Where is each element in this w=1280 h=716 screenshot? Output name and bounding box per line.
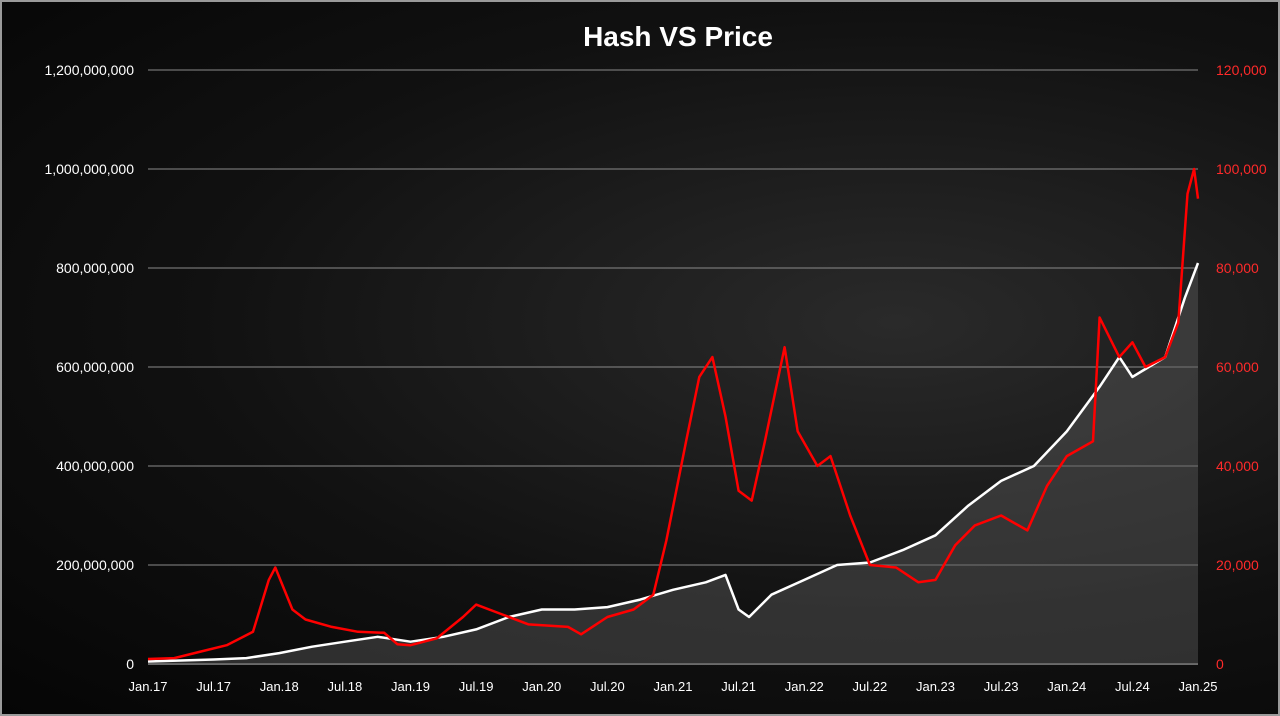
x-tick-label: Jan.24 [1047, 679, 1086, 694]
x-tick-label: Jan.17 [128, 679, 167, 694]
x-tick-label: Jul.19 [459, 679, 494, 694]
left-tick-label: 800,000,000 [56, 260, 134, 276]
hash-area-fill [148, 263, 1198, 664]
hash-area [148, 263, 1198, 664]
x-tick-label: Jul.21 [721, 679, 756, 694]
x-tick-label: Jan.25 [1178, 679, 1217, 694]
x-tick-label: Jul.23 [984, 679, 1019, 694]
right-tick-label: 60,000 [1216, 359, 1259, 375]
x-tick-label: Jul.17 [196, 679, 231, 694]
x-axis-ticks: Jan.17 Jul.17 Jan.18 Jul.18 Jan.19 Jul.19 Jan.… [128, 679, 1217, 694]
x-tick-label: Jan.20 [522, 679, 561, 694]
x-tick-label: Jul.22 [853, 679, 888, 694]
right-tick-label: 40,000 [1216, 458, 1259, 474]
x-tick-label: Jan.19 [391, 679, 430, 694]
left-tick-label: 200,000,000 [56, 557, 134, 573]
hash-series-line [147, 262, 1200, 663]
left-tick-label: 400,000,000 [56, 458, 134, 474]
series-lines [147, 167, 1200, 663]
right-tick-label: 100,000 [1216, 161, 1267, 177]
x-tick-label: Jul.18 [328, 679, 363, 694]
left-tick-label: 0 [126, 656, 134, 672]
left-tick-label: 600,000,000 [56, 359, 134, 375]
right-axis-ticks: 0 20,000 40,000 60,000 80,000 100,000 120,000 [1216, 62, 1267, 672]
right-tick-label: 0 [1216, 656, 1224, 672]
chart-title: Hash VS Price [583, 21, 773, 52]
left-axis-ticks: 0 200,000,000 400,000,000 600,000,000 800,00… [44, 62, 134, 672]
x-tick-label: Jan.21 [653, 679, 692, 694]
x-tick-label: Jan.22 [785, 679, 824, 694]
x-tick-label: Jul.20 [590, 679, 625, 694]
gridlines [148, 69, 1198, 665]
right-tick-label: 20,000 [1216, 557, 1259, 573]
left-tick-label: 1,200,000,000 [44, 62, 134, 78]
left-tick-label: 1,000,000,000 [44, 161, 134, 177]
x-tick-label: Jan.18 [260, 679, 299, 694]
right-tick-label: 120,000 [1216, 62, 1267, 78]
x-tick-label: Jul.24 [1115, 679, 1150, 694]
price-series-line [147, 167, 1200, 661]
right-tick-label: 80,000 [1216, 260, 1259, 276]
x-tick-label: Jan.23 [916, 679, 955, 694]
